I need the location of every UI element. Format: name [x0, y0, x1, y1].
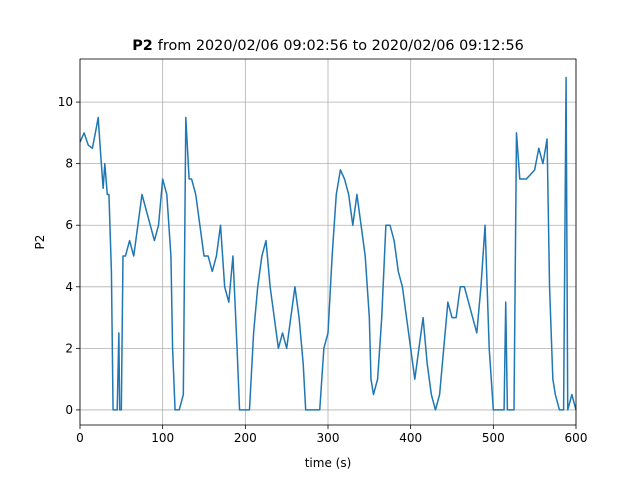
x-tick-label: 200: [234, 431, 257, 445]
x-axis-label: time (s): [305, 456, 352, 470]
y-tick-label: 6: [65, 218, 73, 232]
y-tick-label: 8: [65, 157, 73, 171]
title-rest: from 2020/02/06 09:02:56 to 2020/02/06 0…: [158, 38, 524, 54]
x-tick-label: 600: [565, 431, 588, 445]
title-bold: P2: [132, 38, 153, 54]
data-line: [79, 76, 577, 411]
x-tick-label: 100: [151, 431, 174, 445]
y-tick-label: 2: [65, 341, 73, 355]
x-tick-label: 400: [399, 431, 422, 445]
y-tick-label: 4: [65, 280, 73, 294]
x-tick-label: 500: [482, 431, 505, 445]
x-tick-label: 300: [317, 431, 340, 445]
x-tick-label: 0: [76, 431, 84, 445]
chart-title: P2 from 2020/02/06 09:02:56 to 2020/02/06…: [132, 38, 524, 54]
y-tick-label: 0: [65, 403, 73, 417]
y-tick-label: 10: [58, 95, 73, 109]
plot-frame: [79, 58, 577, 426]
y-axis-label: P2: [33, 235, 47, 250]
